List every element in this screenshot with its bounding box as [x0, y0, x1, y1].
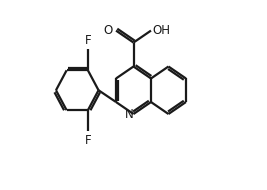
Text: O: O	[103, 24, 113, 37]
Text: F: F	[85, 34, 91, 47]
Text: F: F	[85, 134, 91, 147]
Text: OH: OH	[152, 24, 170, 37]
Text: N: N	[124, 108, 133, 120]
